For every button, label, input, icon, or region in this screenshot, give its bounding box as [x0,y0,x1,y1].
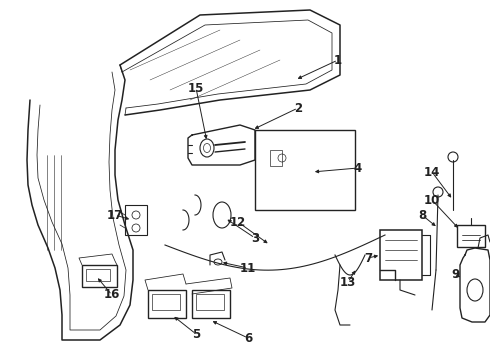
Text: 15: 15 [188,81,204,95]
Bar [82,265,117,287]
Text: 10: 10 [424,194,440,207]
Text: 3: 3 [251,231,259,244]
Bar [380,230,422,280]
Text: 9: 9 [451,269,459,282]
Text: 1: 1 [334,54,342,67]
Bar [457,225,485,247]
Text: 11: 11 [240,261,256,274]
Bar [125,205,147,235]
Text: 12: 12 [230,216,246,229]
Bar [255,130,355,210]
Text: 4: 4 [354,162,362,175]
Text: 5: 5 [192,328,200,341]
Text: 6: 6 [244,332,252,345]
Text: 16: 16 [104,288,120,302]
Text: 13: 13 [340,275,356,288]
Bar [196,294,224,310]
Bar [148,290,186,318]
Text: 17: 17 [107,208,123,221]
Bar [192,290,230,318]
Bar [152,294,180,310]
Text: 14: 14 [424,166,440,179]
Bar [86,269,110,281]
Text: 8: 8 [418,208,426,221]
Bar [270,150,282,166]
Text: 7: 7 [364,252,372,265]
Text: 2: 2 [294,102,302,114]
